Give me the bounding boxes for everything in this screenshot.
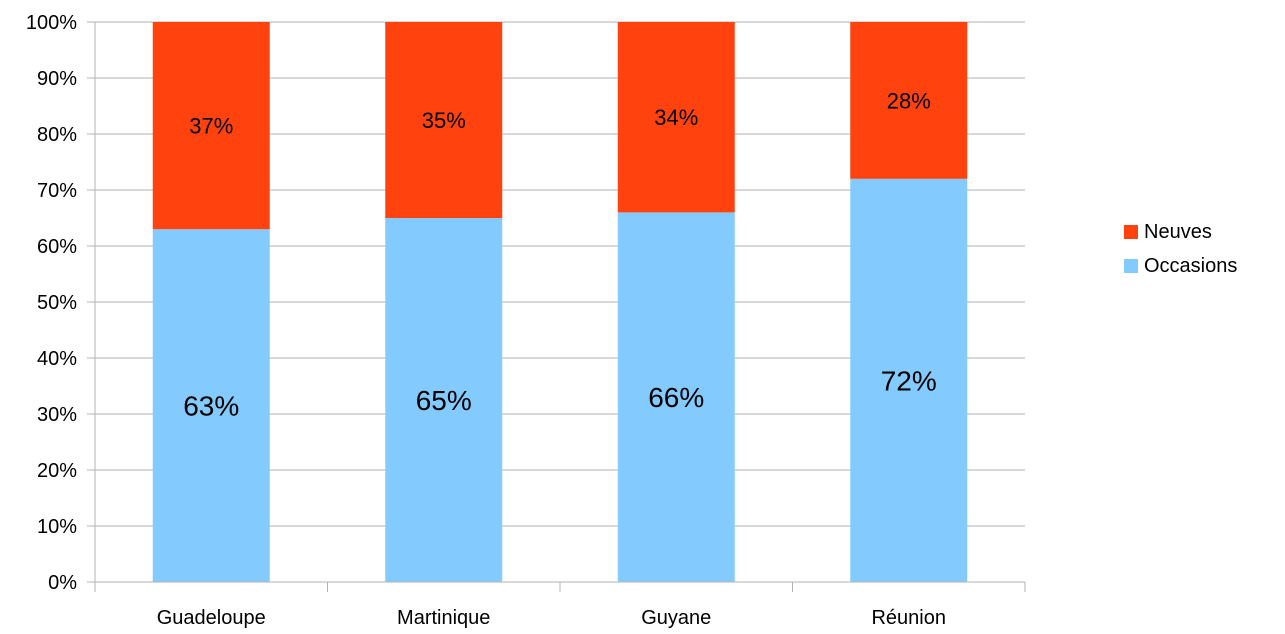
data-label-occasions: 72%	[881, 365, 937, 396]
legend: Neuves Occasions	[1124, 215, 1237, 283]
bar-occasions-3	[850, 178, 968, 583]
y-tick-label: 0%	[48, 572, 77, 594]
y-tick-label: 10%	[37, 516, 77, 538]
y-tick-label: 70%	[37, 180, 77, 202]
x-axis	[94, 581, 1026, 592]
bar-neuves-3	[850, 22, 968, 179]
legend-swatch-occasions	[1124, 259, 1138, 273]
bar-occasions-1	[385, 218, 503, 582]
y-tick-label: 60%	[37, 236, 77, 258]
y-axis-tick-labels: 0% 10% 20% 30% 40% 50% 60% 70% 80% 90% 100%	[26, 12, 77, 594]
legend-item-occasions: Occasions	[1124, 249, 1237, 283]
y-tick-label: 30%	[37, 404, 77, 426]
data-label-neuves: 28%	[887, 88, 931, 113]
bar-occasions-2	[617, 212, 735, 582]
legend-item-neuves: Neuves	[1124, 215, 1237, 249]
data-label-neuves: 34%	[654, 105, 698, 130]
y-tick-label: 100%	[26, 12, 77, 34]
y-tick-label: 20%	[37, 460, 77, 482]
bar-neuves-2	[617, 22, 735, 213]
data-label-occasions: 63%	[183, 391, 239, 422]
x-axis-category-labels: Guadeloupe Martinique Guyane Réunion	[157, 607, 946, 629]
legend-swatch-neuves	[1124, 225, 1138, 239]
x-category-label: Réunion	[871, 607, 946, 629]
bars	[152, 22, 968, 583]
y-tick-label: 50%	[37, 292, 77, 314]
legend-label-occasions: Occasions	[1144, 254, 1238, 277]
y-tick-label: 40%	[37, 348, 77, 370]
y-tick-label: 80%	[37, 124, 77, 146]
data-label-neuves: 37%	[189, 114, 233, 139]
data-label-occasions: 66%	[648, 382, 704, 413]
legend-label-neuves: Neuves	[1144, 220, 1212, 243]
x-category-label: Martinique	[397, 607, 490, 629]
bar-neuves-0	[152, 22, 270, 230]
bar-occasions-0	[152, 229, 270, 582]
data-label-neuves: 35%	[422, 108, 466, 133]
x-category-label: Guadeloupe	[157, 607, 266, 629]
data-labels: 63% 37% 65% 35% 66% 34% 72% 28%	[183, 88, 937, 421]
data-label-occasions: 65%	[416, 385, 472, 416]
y-tick-label: 90%	[37, 68, 77, 90]
x-category-label: Guyane	[641, 607, 711, 629]
bar-neuves-1	[385, 22, 503, 218]
